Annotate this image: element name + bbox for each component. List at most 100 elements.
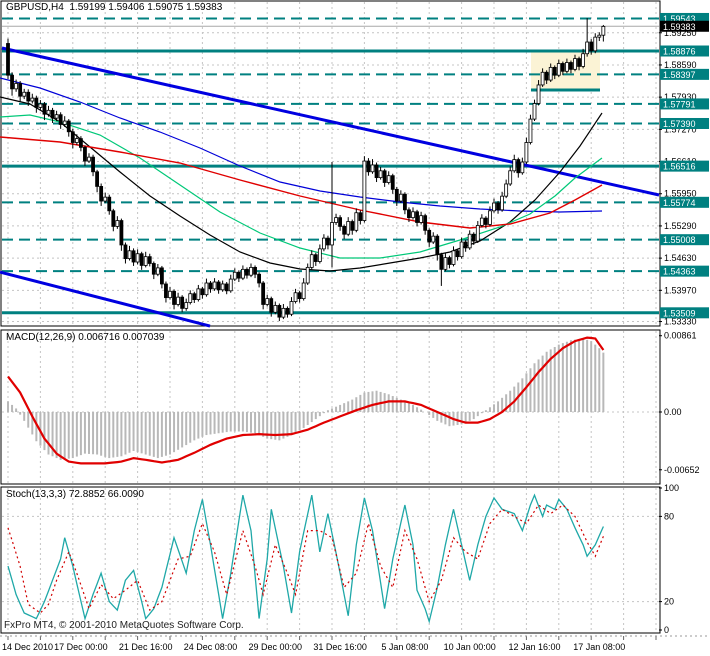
candle-body <box>159 267 164 285</box>
stoch-indicator-label: Stoch(13,3,3) 72.8852 66.0090 <box>6 489 144 500</box>
candle-body <box>390 175 395 190</box>
time-axis-label[interactable]: 17 Dec 00:00 <box>54 642 108 652</box>
chart-symbol-title: GBPUSD,H4 1.59199 1.59406 1.59075 1.5938… <box>6 2 223 13</box>
time-axis-label[interactable]: 17 Jan 08:00 <box>573 642 625 652</box>
candle-body <box>321 237 326 250</box>
stoch-axis-label: 20 <box>664 597 674 607</box>
candle-body <box>196 288 201 300</box>
candle-body <box>577 58 581 67</box>
candle-body <box>281 307 286 318</box>
candle-body <box>74 138 79 143</box>
price-tick-label: 1.53330 <box>664 317 697 327</box>
candle-body <box>79 138 83 148</box>
candle-body <box>552 66 557 76</box>
price-tick-label: 1.58590 <box>664 60 697 70</box>
candle-body <box>394 188 399 202</box>
candle-body <box>483 217 488 225</box>
stoch-axis-label: 100 <box>664 483 679 493</box>
candle-body <box>151 263 156 275</box>
level-price-label-bg <box>660 98 709 110</box>
candle-body <box>585 41 590 55</box>
candle-body <box>411 211 415 219</box>
candle-body <box>597 34 602 38</box>
candle-body <box>10 74 14 90</box>
candle-body <box>317 248 322 262</box>
candle-body <box>301 282 306 300</box>
trendline-upper-channel[interactable] <box>1 46 660 197</box>
candle-body <box>548 66 553 81</box>
candle-body <box>451 250 456 265</box>
level-price-label-bg <box>660 265 709 277</box>
candle-body <box>143 256 148 266</box>
candle-body <box>504 183 509 197</box>
candle-body <box>573 58 577 70</box>
candle-body <box>346 221 351 235</box>
level-price-label-bg <box>660 12 709 24</box>
candle-body <box>176 296 181 305</box>
time-axis-label[interactable]: 5 Jan 08:00 <box>381 642 428 652</box>
macd-axis-label: 0.00861 <box>664 331 697 341</box>
stoch-axis-label: 0 <box>664 625 669 635</box>
macd-panel[interactable] <box>0 329 661 485</box>
macd-indicator-label: MACD(12,26,9) 0.006716 0.007039 <box>6 332 165 343</box>
price-tick-label: 1.57930 <box>664 92 697 102</box>
candle-body <box>544 71 549 81</box>
time-axis-label[interactable]: 12 Jan 16:00 <box>508 642 560 652</box>
time-axis-label[interactable]: 31 Dec 16:00 <box>313 642 367 652</box>
stoch-d-line <box>7 504 604 614</box>
candle-body <box>107 196 112 212</box>
candle-body <box>277 305 282 318</box>
candle-body <box>38 103 43 108</box>
level-price-label-bg <box>660 68 709 80</box>
candle-body <box>398 193 403 202</box>
candle-body <box>378 170 383 179</box>
candle-body <box>249 266 253 276</box>
level-price-label-bg <box>660 160 709 172</box>
candle-body <box>30 97 35 102</box>
candle-body <box>240 268 245 279</box>
candle-body <box>496 202 500 211</box>
candle-body <box>463 241 468 249</box>
candle-body <box>443 257 448 270</box>
candle-body <box>220 283 225 291</box>
candle-body <box>536 84 541 104</box>
candle-body <box>95 171 99 187</box>
time-axis-label[interactable]: 24 Dec 08:00 <box>184 642 238 652</box>
candle-body <box>593 36 598 52</box>
time-axis-label[interactable]: 14 Dec 2010 <box>2 642 53 652</box>
level-price-label-bg <box>660 307 709 319</box>
candle-body <box>500 195 505 211</box>
candle-body <box>66 120 71 133</box>
candle-body <box>42 103 47 115</box>
candle-body <box>265 298 270 305</box>
candle-body <box>569 62 573 70</box>
candle-body <box>386 175 391 183</box>
time-axis-label[interactable]: 21 Dec 16:00 <box>119 642 173 652</box>
candle-body <box>204 282 209 296</box>
level-price-label: 1.55008 <box>663 235 696 245</box>
candle-body <box>565 62 569 72</box>
level-price-label-bg <box>660 234 709 246</box>
candle-body <box>305 266 310 284</box>
candle-body <box>540 71 545 86</box>
candle-body <box>18 83 23 97</box>
macd-axis-label: -0.00652 <box>664 465 700 475</box>
candle-body <box>556 63 561 76</box>
time-axis-label[interactable]: 29 Dec 00:00 <box>249 642 303 652</box>
price-tick-label: 1.55290 <box>664 221 697 231</box>
candle-body <box>447 257 452 265</box>
stoch-panel[interactable] <box>0 486 661 634</box>
candle-body <box>415 211 419 223</box>
time-axis-label[interactable]: 10 Jan 00:00 <box>444 642 496 652</box>
price-tick-label: 1.55950 <box>664 189 697 199</box>
level-price-label-bg <box>660 45 709 57</box>
candle-body <box>26 91 31 102</box>
candle-body <box>164 283 168 299</box>
candle-body <box>350 221 355 231</box>
level-price-label: 1.57791 <box>663 99 696 109</box>
level-price-label-bg <box>660 117 709 129</box>
trendline-lower-channel[interactable] <box>0 270 211 328</box>
candle-body <box>581 53 585 67</box>
candle-body <box>512 159 517 172</box>
